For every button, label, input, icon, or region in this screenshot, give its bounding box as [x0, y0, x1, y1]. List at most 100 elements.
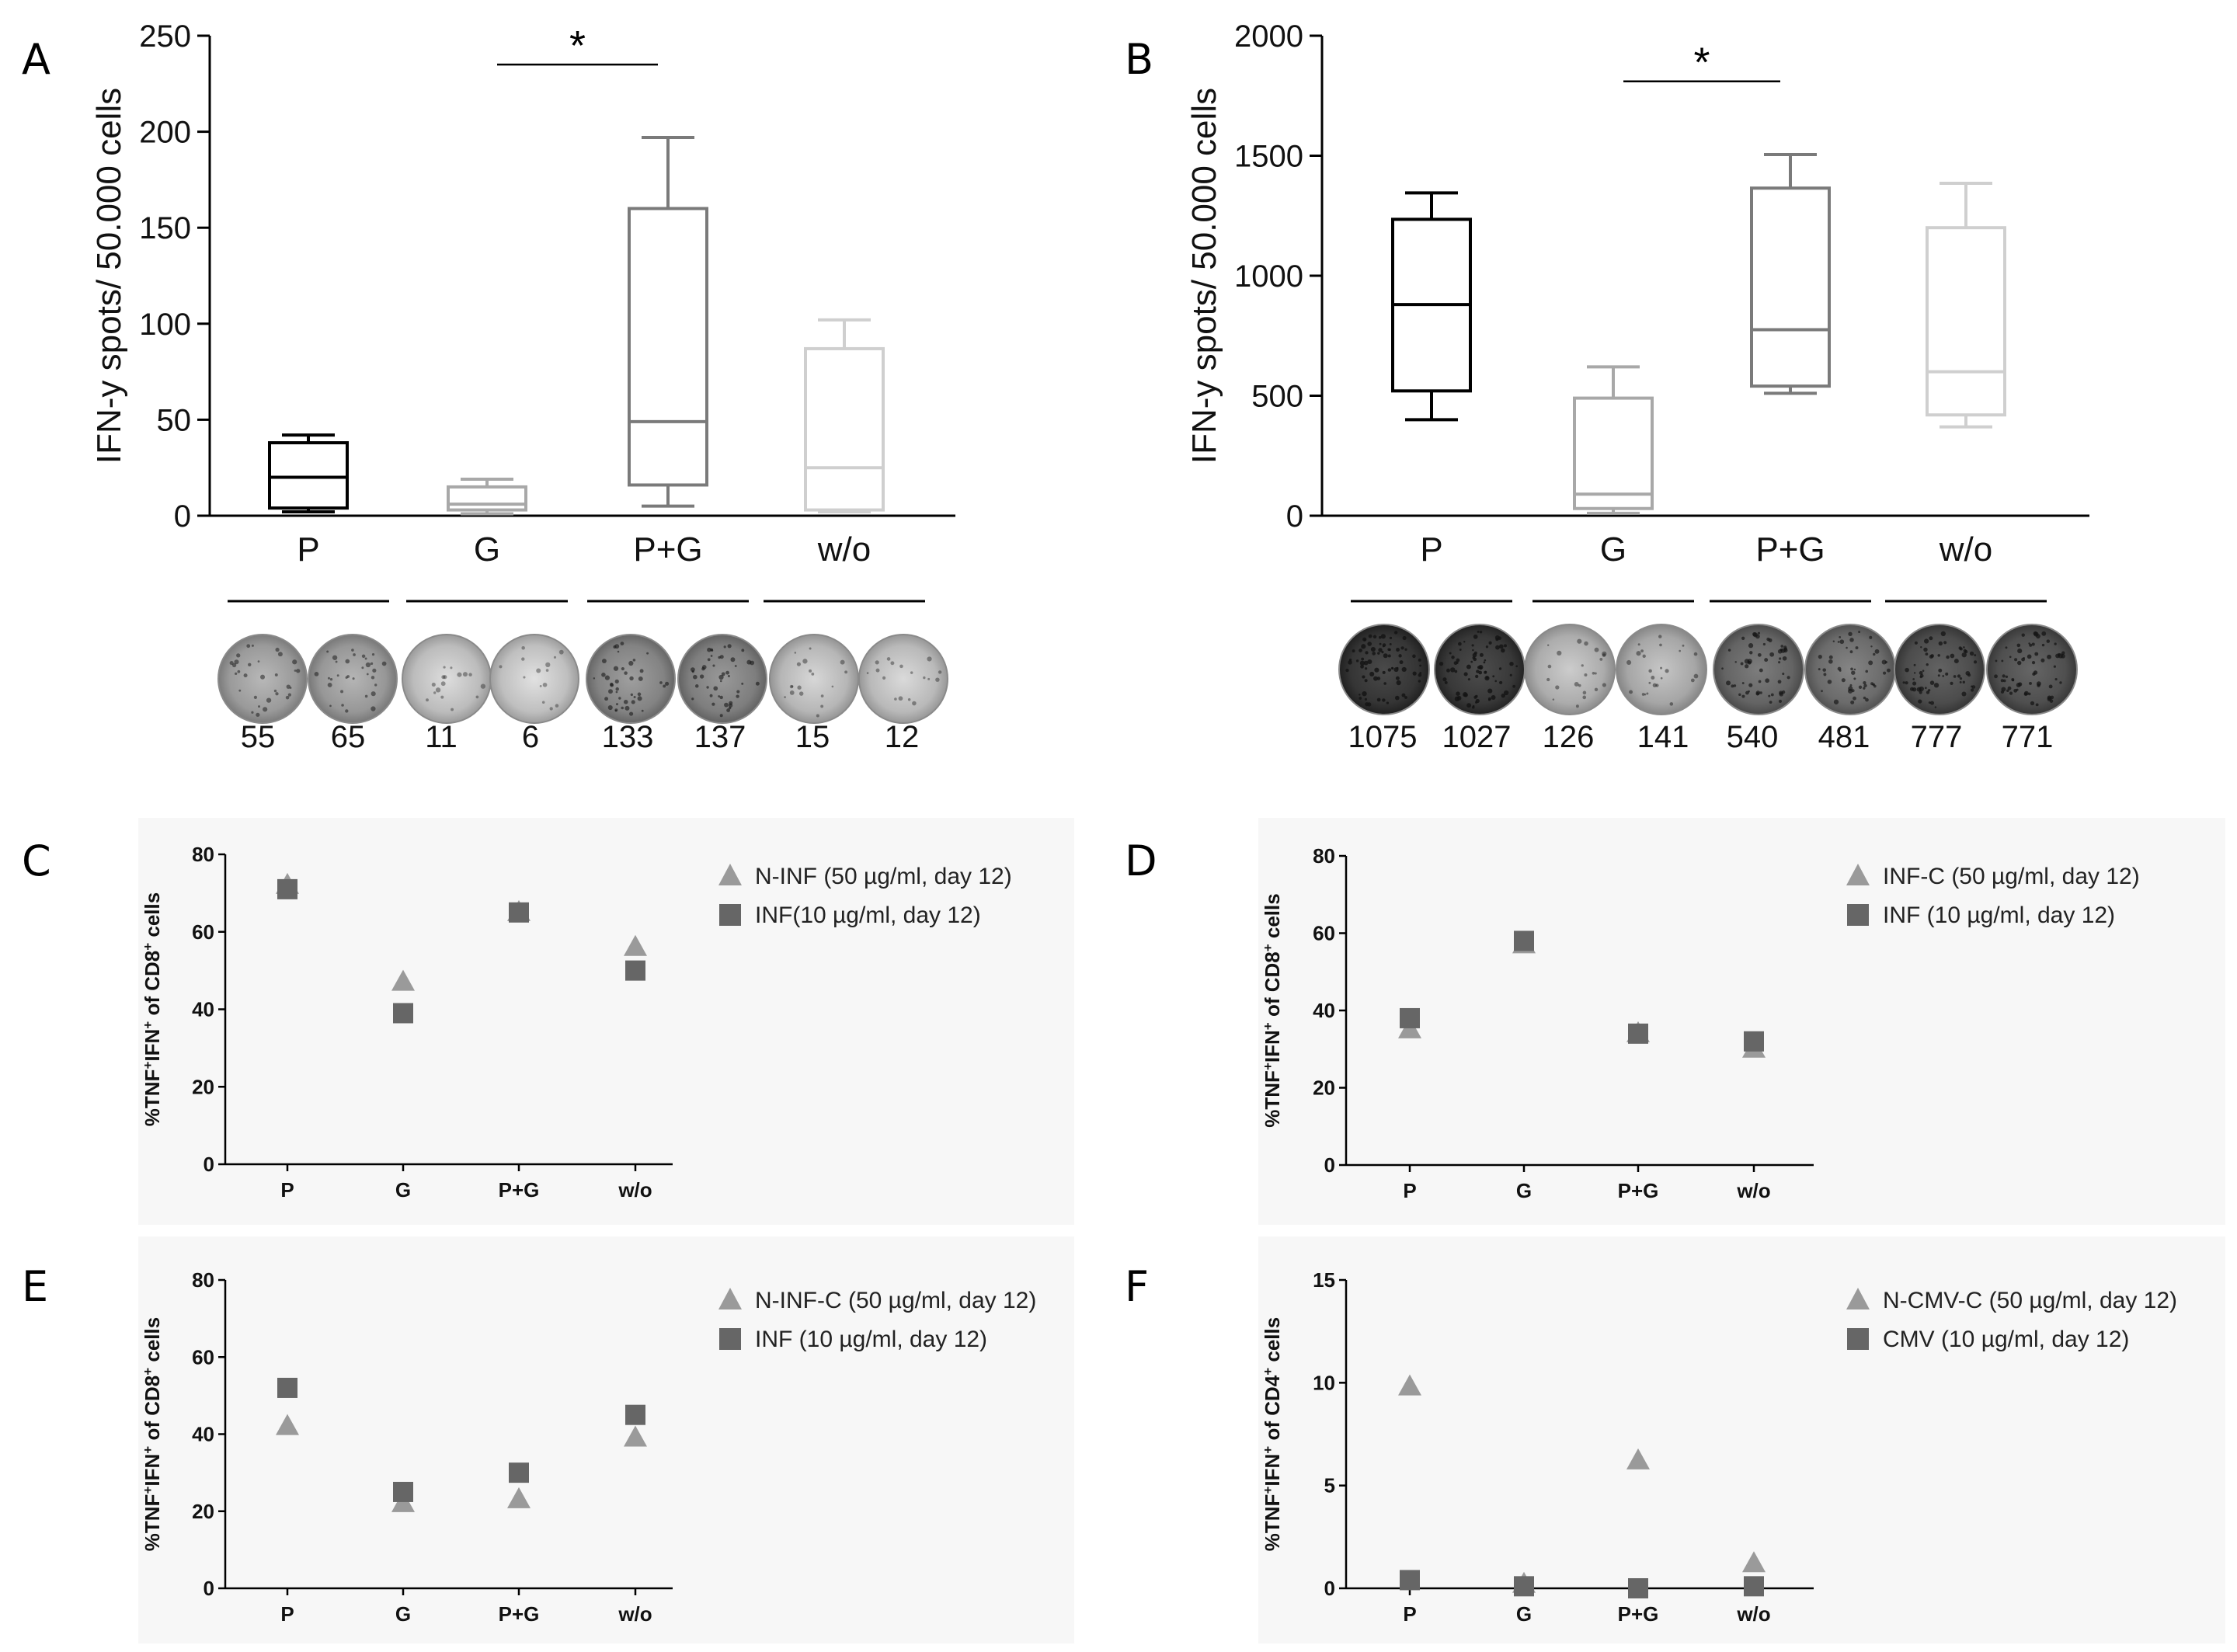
y-tick-label: 1500	[1234, 140, 1303, 174]
y-tick-label: 0	[1324, 1153, 1335, 1177]
well-spot	[2001, 659, 2004, 663]
box-w/o	[804, 318, 885, 514]
well-spot	[2054, 677, 2058, 681]
well-spot	[1913, 663, 1916, 666]
y-tick-label: 15	[1313, 1268, 1335, 1292]
well-spot	[1922, 669, 1925, 672]
significance-star: *	[569, 23, 586, 69]
elispot-well	[1524, 624, 1616, 715]
well-spot	[1444, 680, 1448, 684]
well-spot	[1912, 681, 1917, 686]
well-count: 15	[795, 720, 830, 754]
well-spot	[637, 692, 642, 697]
well-spot	[545, 662, 551, 668]
y-tick-label: 20	[192, 1075, 214, 1098]
well-spot	[1850, 667, 1853, 671]
well-spot	[615, 687, 619, 691]
well-spot	[1832, 640, 1835, 643]
well-spot	[1498, 667, 1502, 670]
x-category-label: P	[280, 1602, 294, 1626]
data-point-square	[1514, 1576, 1534, 1597]
well-spot	[1458, 642, 1462, 646]
well-spot	[614, 679, 619, 683]
well-spot	[637, 696, 642, 701]
well-spot	[1655, 683, 1659, 687]
panel-letter: A	[22, 35, 50, 84]
well-spot	[1381, 651, 1384, 654]
well-spot	[1665, 669, 1669, 673]
well-spot	[1463, 693, 1468, 697]
x-category-label: w/o	[618, 1178, 652, 1202]
well-spot	[1959, 677, 1963, 680]
well-spot	[285, 695, 290, 700]
well-spot	[1446, 668, 1450, 673]
well-spot	[2023, 690, 2029, 696]
well-spot	[2017, 649, 2023, 654]
well-spot	[728, 703, 733, 708]
x-category-label: w/o	[618, 1602, 652, 1626]
well-spot	[706, 686, 709, 689]
well-spot	[624, 705, 630, 711]
well-spot	[1365, 702, 1369, 707]
well-spot	[1783, 647, 1788, 651]
well-spot	[1658, 635, 1662, 638]
well-spot	[1957, 674, 1961, 678]
data-point-square	[509, 1462, 529, 1483]
well-spot	[601, 673, 606, 677]
well-spot	[1994, 674, 1998, 679]
well-spot	[727, 674, 730, 678]
well-spot	[724, 702, 729, 708]
well-spot	[816, 714, 819, 718]
well-spot	[351, 649, 354, 652]
well-spot	[659, 681, 663, 684]
well-spot	[721, 672, 725, 676]
well-spot	[433, 691, 437, 694]
y-axis-label-superscript: +	[1261, 1446, 1275, 1454]
well-spot	[621, 706, 624, 710]
y-axis-label-part: cells	[141, 892, 164, 943]
well-spot	[718, 695, 721, 698]
panel-B: B 0 500 1000 1500 2000 IFN-y spots/ 50.000 cel…	[1125, 19, 2089, 754]
elispot-well	[489, 634, 579, 724]
well-spot	[1399, 660, 1404, 665]
well-spot	[844, 670, 848, 674]
well-spot	[614, 708, 618, 712]
well-spot	[719, 714, 723, 718]
well-spot	[341, 704, 344, 707]
well-spot	[346, 675, 350, 678]
well-spot	[1749, 651, 1753, 655]
well-spot	[694, 684, 699, 688]
well-spot	[1636, 651, 1641, 656]
well-spot	[365, 662, 371, 668]
data-point-square	[625, 960, 645, 981]
well-spot	[719, 695, 723, 700]
well-spot	[1779, 657, 1782, 660]
well-spot	[1744, 659, 1750, 664]
y-axis-label-part: %TNF	[141, 1069, 164, 1127]
well-spot	[1363, 660, 1369, 666]
well-spot	[287, 693, 292, 697]
well-spot	[1485, 645, 1489, 649]
well-spot	[327, 676, 330, 680]
well-spot	[713, 686, 718, 691]
y-tick-label: 2000	[1234, 19, 1303, 54]
well-spot	[2029, 681, 2032, 685]
well-spot	[1738, 693, 1741, 697]
well-spot	[624, 671, 628, 675]
well-spot	[1404, 648, 1407, 651]
y-tick-label: 10	[1313, 1371, 1335, 1394]
elispot-well	[402, 634, 492, 724]
well-spot	[1401, 693, 1406, 697]
well-spot	[1478, 670, 1483, 675]
y-tick-label: 150	[139, 211, 191, 245]
well-spot	[1451, 656, 1455, 659]
well-spot	[1693, 652, 1698, 656]
panel-background	[138, 1236, 1074, 1643]
well-spot	[457, 672, 462, 677]
well-spot	[1393, 667, 1399, 673]
well-spot	[1755, 690, 1761, 695]
well-spot	[238, 689, 242, 692]
well-spot	[443, 675, 447, 680]
